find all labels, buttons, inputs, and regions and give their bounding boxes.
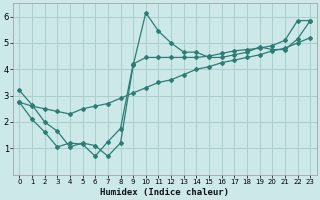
- X-axis label: Humidex (Indice chaleur): Humidex (Indice chaleur): [100, 188, 229, 197]
